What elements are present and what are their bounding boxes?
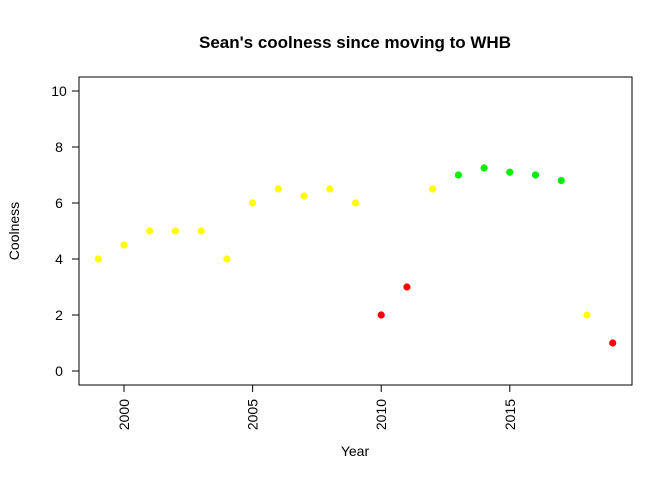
y-tick-label: 6 [55,195,63,211]
x-axis-label: Year [341,443,370,459]
x-tick-label: 2015 [502,399,518,430]
data-point [377,311,385,319]
data-points [94,164,617,347]
data-point [120,241,128,249]
chart-title: Sean's coolness since moving to WHB [199,33,511,52]
x-axis: 2000 2005 2010 2015 [116,384,518,430]
data-point [94,255,102,263]
data-point [403,283,411,291]
data-point [609,339,617,347]
plot-frame [78,76,633,386]
data-point [249,199,257,207]
y-axis-label: Coolness [6,202,22,260]
data-point [300,192,308,200]
y-tick-label: 0 [55,363,63,379]
data-point [506,168,514,176]
data-point [480,164,488,172]
y-tick-label: 10 [51,83,67,99]
x-tick-label: 2000 [116,399,132,430]
data-point [274,185,282,193]
x-tick-label: 2005 [245,399,261,430]
data-point [454,171,462,179]
data-point [171,227,180,235]
data-point [146,227,154,235]
data-point [351,199,360,207]
data-point [429,185,437,193]
data-point [531,171,540,179]
data-point [223,255,231,263]
y-tick-label: 2 [55,307,63,323]
data-point [326,185,334,193]
x-tick-label: 2010 [373,399,389,430]
data-point [197,227,205,235]
y-tick-label: 4 [55,251,63,267]
y-axis: 0 2 4 6 8 10 [51,83,80,379]
y-tick-label: 8 [55,139,63,155]
data-point [557,177,565,185]
data-point [583,311,591,319]
